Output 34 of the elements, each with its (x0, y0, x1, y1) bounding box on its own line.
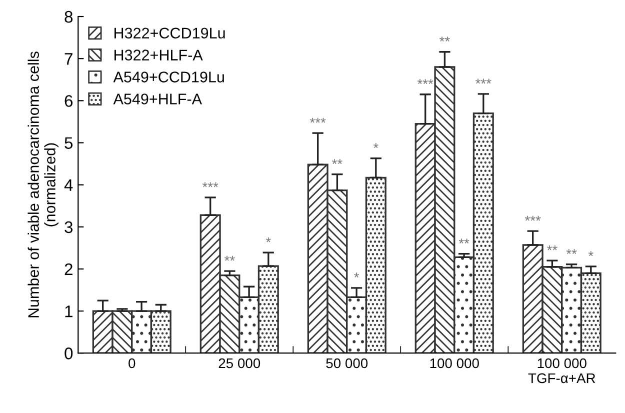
y-tick-label: 0 (64, 348, 73, 360)
y-tick-label: 4 (64, 179, 73, 191)
legend-label: A549+CCD19Lu (113, 72, 224, 82)
y-tick-label: 8 (64, 10, 73, 23)
data-label: ** (566, 249, 577, 254)
y-tick-label: 1 (65, 306, 72, 318)
y-axis-title: Number of viable adenocarcinoma cells (normalized) (28, 52, 58, 318)
x-tick-label: 50 000 (326, 358, 368, 368)
legend-label: A549+HLF-A (113, 94, 202, 104)
x-tick-label: 25 000 (218, 358, 260, 368)
y-tick-label: 3 (64, 221, 73, 234)
data-label: * (354, 272, 360, 278)
data-label: ** (224, 256, 235, 261)
x-tick-label: 0 (128, 358, 136, 368)
data-label: * (588, 251, 594, 256)
data-label: ** (547, 245, 558, 250)
data-label: * (266, 237, 271, 242)
data-label: ** (332, 159, 342, 164)
data-label: *** (310, 118, 326, 123)
data-label: *** (202, 182, 218, 188)
y-tick-label: 2 (64, 263, 72, 276)
x-tick-label: 100 000 TGF-α+AR (528, 358, 596, 384)
x-tick-label: 100 000 (430, 358, 479, 368)
y-tick-label: 5 (64, 137, 73, 149)
data-label: ** (440, 36, 450, 42)
data-label: *** (417, 79, 434, 84)
legend-label: H322+HLF-A (114, 50, 203, 60)
y-tick-label: 6 (64, 95, 73, 107)
legend-label: H322+CCD19Lu (114, 28, 225, 39)
data-label: *** (524, 216, 541, 221)
data-label: *** (476, 78, 492, 84)
data-label: * (373, 143, 378, 148)
data-label: ** (458, 238, 470, 244)
y-tick-label: 7 (64, 53, 72, 65)
